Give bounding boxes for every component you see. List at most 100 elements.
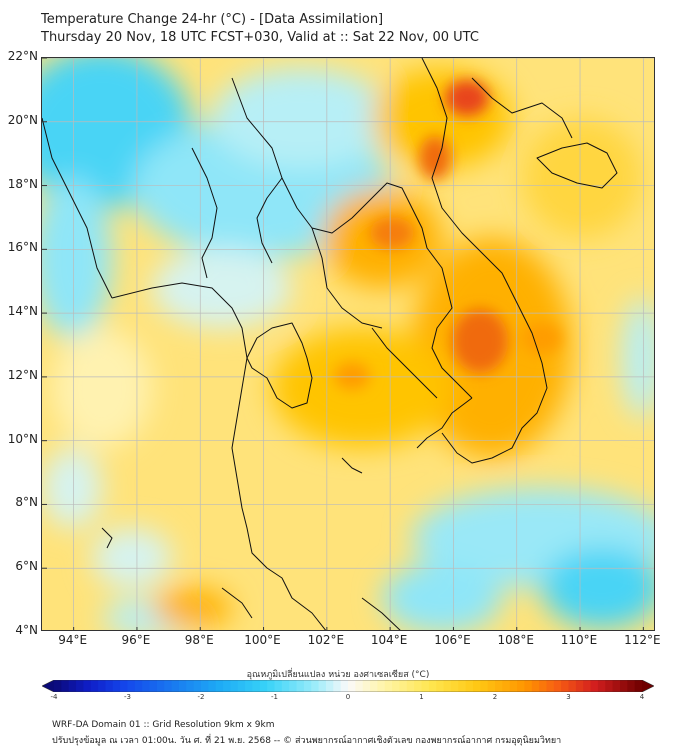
colorbar-segment [421, 680, 430, 692]
latitude-label: 14°N [7, 304, 38, 319]
colorbar-segment [289, 680, 298, 692]
colorbar-segment [348, 680, 356, 692]
colorbar-tick-label: 2 [492, 693, 498, 701]
colorbar-segment [245, 680, 253, 692]
colorbar-segment [178, 680, 187, 692]
colorbar-segment [186, 680, 195, 692]
colorbar-segment [517, 680, 525, 692]
colorbar-segment [509, 680, 518, 692]
latitude-label: 10°N [7, 431, 38, 446]
colorbar-segment [149, 680, 158, 692]
colorbar-segment [450, 680, 459, 692]
temperature-change-map [42, 58, 654, 630]
colorbar-segment [561, 680, 569, 692]
latitude-label: 8°N [15, 495, 38, 510]
colorbar-segment [171, 680, 180, 692]
colorbar-segment [112, 680, 121, 692]
colorbar-segment [487, 680, 496, 692]
longitude-label: 108°E [497, 633, 534, 647]
longitude-label: 100°E [244, 633, 281, 647]
colorbar-segment [370, 680, 378, 692]
colorbar-segment [201, 680, 209, 692]
colorbar-segment [428, 680, 437, 692]
colorbar-segment [223, 680, 231, 692]
colorbar-segment [259, 680, 268, 692]
latitude-label: 16°N [7, 240, 38, 255]
update-credit: ปรับปรุงข้อมูล ณ เวลา 01:00น. วัน ศ. ที่… [52, 736, 562, 746]
colorbar-segment [590, 680, 599, 692]
colorbar-segment [436, 680, 445, 692]
longitude-label: 104°E [370, 633, 408, 647]
colorbar-segment [252, 680, 261, 692]
map-subtitle: Thursday 20 Nov, 18 UTC FCST+030, Valid … [41, 30, 479, 45]
colorbar-segment [384, 680, 393, 692]
colorbar-segment [311, 680, 320, 692]
colorbar [42, 680, 654, 692]
model-info: WRF-DA Domain 01 :: Grid Resolution 9km … [52, 720, 275, 730]
longitude-label: 106°E [434, 633, 471, 647]
colorbar-tick-label: 1 [419, 693, 424, 701]
colorbar-segment [480, 680, 489, 692]
colorbar-segment [546, 680, 555, 692]
longitude-label: 96°E [121, 633, 151, 647]
colorbar-tick-label: 4 [639, 693, 645, 701]
longitude-label: 110°E [560, 633, 598, 647]
colorbar-tick-label: -2 [197, 693, 205, 701]
colorbar-segment [193, 680, 202, 692]
colorbar-segment [458, 680, 467, 692]
colorbar-segment [333, 680, 342, 692]
colorbar-segment [634, 680, 643, 692]
colorbar-segment [61, 680, 70, 692]
colorbar-segment [105, 680, 114, 692]
colorbar-segment [612, 680, 621, 692]
colorbar-max-arrow [642, 680, 654, 692]
colorbar-segment [399, 680, 408, 692]
latitude-label: 22°N [7, 49, 38, 63]
colorbar-segment [406, 680, 415, 692]
longitude-label: 94°E [58, 633, 88, 647]
latitude-label: 4°N [15, 623, 38, 637]
colorbar-segment [296, 680, 305, 692]
colorbar-segment [83, 680, 92, 692]
colorbar-segment [465, 680, 474, 692]
colorbar-segment [340, 680, 349, 692]
colorbar-segment [325, 680, 334, 692]
colorbar-min-arrow [42, 680, 54, 692]
colorbar-segment [208, 680, 217, 692]
colorbar-segment [553, 680, 562, 692]
colorbar-segment [495, 680, 503, 692]
colorbar-segment [568, 680, 577, 692]
colorbar-segment [90, 680, 99, 692]
colorbar-segment [98, 680, 106, 692]
colorbar-segment [237, 680, 246, 692]
colorbar-segment [318, 680, 327, 692]
colorbar-segment [134, 680, 143, 692]
colorbar-segment [68, 680, 77, 692]
colorbar-tick-label: -1 [271, 693, 278, 701]
colorbar-segment [142, 680, 151, 692]
map-title: Temperature Change 24-hr (°C) - [Data As… [41, 12, 384, 27]
colorbar-segment [355, 680, 364, 692]
longitude-label: 98°E [184, 633, 214, 647]
colorbar-segment [531, 680, 540, 692]
colorbar-segment [414, 680, 422, 692]
colorbar-segment [76, 680, 84, 692]
colorbar-segment [127, 680, 136, 692]
longitude-label: 112°E [624, 633, 661, 647]
colorbar-segment [274, 680, 283, 692]
colorbar-segment [443, 680, 452, 692]
colorbar-segment [215, 680, 224, 692]
colorbar-segment [156, 680, 165, 692]
colorbar-segment [472, 680, 481, 692]
colorbar-segment [377, 680, 386, 692]
colorbar-segment [54, 680, 62, 692]
colorbar-segment [524, 680, 533, 692]
colorbar-segment [583, 680, 592, 692]
colorbar-segment [619, 680, 628, 692]
colorbar-segment [597, 680, 606, 692]
colorbar-tick-label: 0 [345, 693, 351, 701]
colorbar-tick-label: -4 [50, 693, 58, 701]
colorbar-segment [362, 680, 371, 692]
colorbar-tick-label: 3 [566, 693, 571, 701]
colorbar-segment [502, 680, 511, 692]
